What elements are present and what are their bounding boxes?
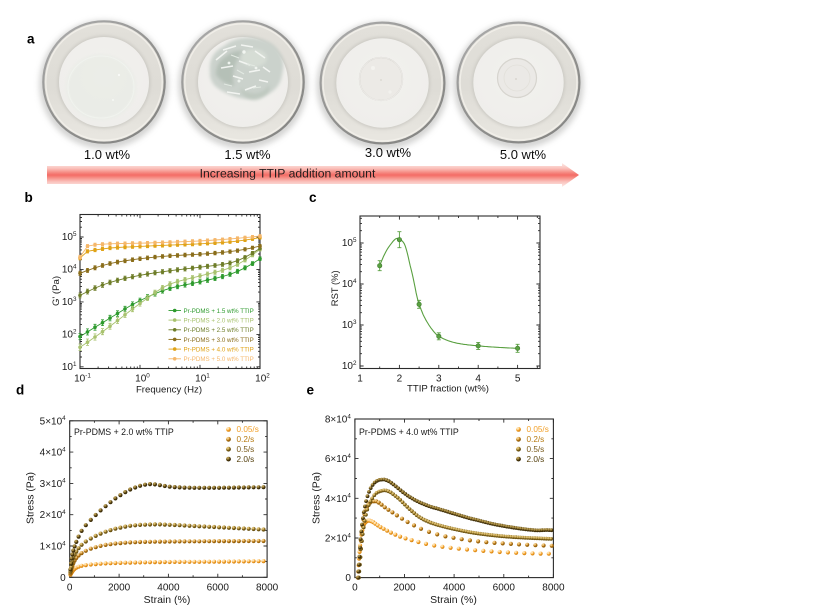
svg-text:2.0/s: 2.0/s — [527, 455, 545, 464]
svg-text:6000: 6000 — [493, 583, 516, 594]
svg-text:a: a — [27, 32, 35, 47]
svg-text:4000: 4000 — [157, 583, 180, 594]
svg-text:3×104: 3×104 — [40, 478, 67, 490]
svg-text:0: 0 — [345, 573, 351, 584]
svg-text:RST (%): RST (%) — [329, 270, 340, 306]
svg-text:1: 1 — [357, 374, 363, 385]
svg-text:Pr-PDMS + 2.0 wt% TTIP: Pr-PDMS + 2.0 wt% TTIP — [184, 318, 254, 325]
svg-text:e: e — [307, 383, 315, 398]
svg-text:Pr-PDMS + 4.0 wt% TTIP: Pr-PDMS + 4.0 wt% TTIP — [359, 427, 459, 437]
svg-text:3: 3 — [436, 374, 442, 385]
svg-text:c: c — [309, 190, 317, 205]
svg-text:1.0 wt%: 1.0 wt% — [84, 147, 131, 162]
svg-text:G' (Pa): G' (Pa) — [51, 276, 62, 306]
svg-text:0.5/s: 0.5/s — [237, 445, 255, 454]
svg-text:0: 0 — [67, 583, 73, 594]
svg-text:b: b — [25, 190, 33, 205]
svg-text:Pr-PDMS + 4.0 wt% TTIP: Pr-PDMS + 4.0 wt% TTIP — [184, 347, 254, 354]
svg-text:0.2/s: 0.2/s — [527, 435, 545, 444]
svg-text:Pr-PDMS + 2.5 wt% TTIP: Pr-PDMS + 2.5 wt% TTIP — [184, 327, 254, 334]
svg-text:4: 4 — [475, 374, 481, 385]
svg-text:0: 0 — [352, 583, 358, 594]
svg-text:Stress (Pa): Stress (Pa) — [311, 472, 322, 524]
svg-text:8×104: 8×104 — [325, 413, 352, 425]
svg-text:8000: 8000 — [256, 583, 279, 594]
svg-text:6×104: 6×104 — [325, 453, 352, 465]
svg-text:1.5 wt%: 1.5 wt% — [224, 147, 271, 162]
svg-text:4×104: 4×104 — [325, 493, 352, 505]
svg-text:3.0 wt%: 3.0 wt% — [365, 145, 412, 160]
svg-text:2: 2 — [397, 374, 403, 385]
svg-text:4000: 4000 — [443, 583, 466, 594]
svg-text:8000: 8000 — [542, 583, 565, 594]
svg-text:Strain (%): Strain (%) — [430, 594, 477, 606]
svg-text:Stress (Pa): Stress (Pa) — [25, 472, 36, 524]
svg-text:0.05/s: 0.05/s — [237, 425, 259, 434]
svg-text:Pr-PDMS + 2.0 wt% TTIP: Pr-PDMS + 2.0 wt% TTIP — [74, 427, 174, 437]
svg-text:5×104: 5×104 — [40, 415, 67, 427]
svg-text:2000: 2000 — [393, 583, 416, 594]
svg-text:4×104: 4×104 — [40, 446, 67, 458]
svg-text:Increasing TTIP addition amoun: Increasing TTIP addition amount — [200, 167, 376, 181]
svg-text:Strain (%): Strain (%) — [144, 594, 191, 606]
svg-text:0.5/s: 0.5/s — [527, 445, 545, 454]
svg-text:0: 0 — [60, 573, 66, 584]
svg-text:6000: 6000 — [207, 583, 230, 594]
svg-text:0.05/s: 0.05/s — [527, 425, 549, 434]
svg-text:0.2/s: 0.2/s — [237, 435, 255, 444]
svg-text:2000: 2000 — [108, 583, 131, 594]
svg-text:Pr-PDMS + 3.0 wt% TTIP: Pr-PDMS + 3.0 wt% TTIP — [184, 337, 254, 344]
svg-text:Frequency (Hz): Frequency (Hz) — [136, 385, 202, 396]
svg-text:2×104: 2×104 — [40, 509, 67, 521]
svg-text:Pr-PDMS + 1.5 wt% TTIP: Pr-PDMS + 1.5 wt% TTIP — [184, 308, 254, 315]
svg-text:5: 5 — [515, 374, 521, 385]
svg-text:2×104: 2×104 — [325, 532, 352, 544]
svg-text:5.0 wt%: 5.0 wt% — [500, 147, 547, 162]
svg-text:Pr-PDMS + 5.0 wt% TTIP: Pr-PDMS + 5.0 wt% TTIP — [184, 356, 254, 363]
svg-text:TTIP fraction (wt%): TTIP fraction (wt%) — [407, 384, 489, 395]
svg-text:2.0/s: 2.0/s — [237, 455, 255, 464]
svg-text:1×104: 1×104 — [40, 540, 67, 552]
svg-text:d: d — [16, 383, 24, 398]
